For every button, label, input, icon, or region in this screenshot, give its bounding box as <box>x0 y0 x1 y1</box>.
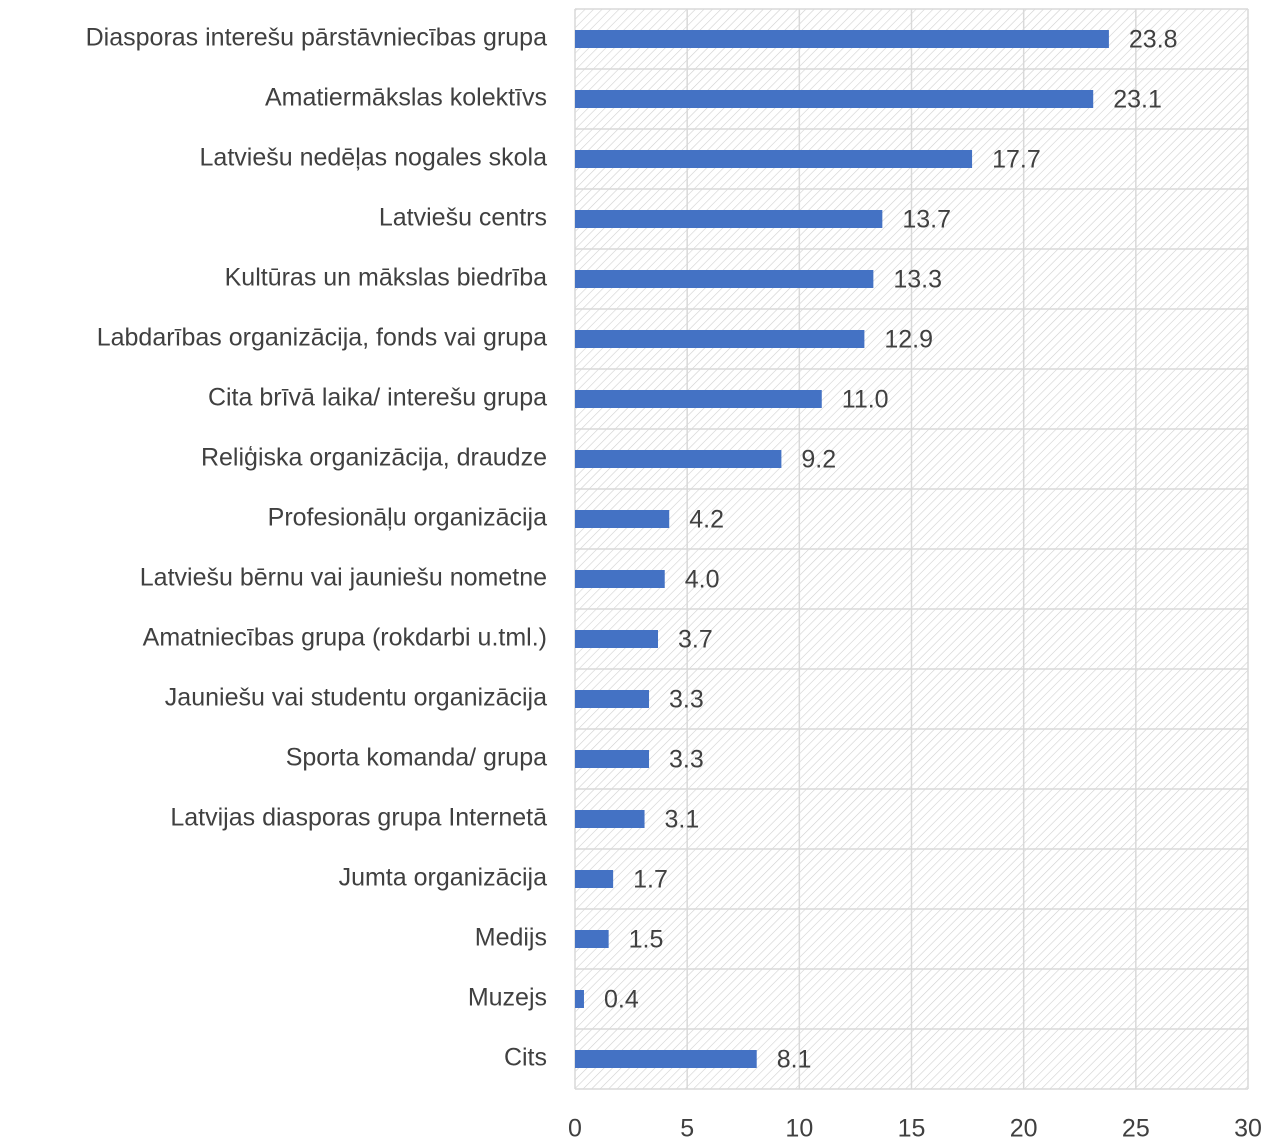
data-label: 3.3 <box>669 746 704 774</box>
data-label: 12.9 <box>884 326 933 354</box>
bar <box>575 750 650 768</box>
x-tick-label: 25 <box>1122 1115 1150 1143</box>
bar <box>575 690 650 708</box>
data-label: 9.2 <box>801 446 836 474</box>
data-label: 23.1 <box>1113 86 1162 114</box>
x-tick-label: 15 <box>898 1115 926 1143</box>
bar <box>575 630 659 648</box>
y-tick-label: Cita brīvā laika/ interešu grupa <box>208 384 547 412</box>
x-tick-label: 30 <box>1234 1115 1262 1143</box>
y-tick-label: Latviešu bērnu vai jauniešu nometne <box>140 564 547 592</box>
data-label: 0.4 <box>604 986 639 1014</box>
data-label: 3.7 <box>678 626 713 654</box>
data-label: 8.1 <box>777 1046 812 1074</box>
y-tick-label: Jumta organizācija <box>339 864 548 892</box>
data-label: 11.0 <box>842 386 889 414</box>
bar <box>575 90 1094 108</box>
data-label: 3.3 <box>669 686 704 714</box>
data-label: 4.2 <box>689 506 724 534</box>
y-tick-label: Cits <box>504 1044 547 1072</box>
data-label: 3.1 <box>665 806 700 834</box>
bar <box>575 270 874 288</box>
bar <box>575 1050 757 1068</box>
y-tick-label: Latviešu nedēļas nogales skola <box>200 144 548 172</box>
y-tick-label: Profesionāļu organizācija <box>268 504 547 532</box>
data-label: 1.7 <box>633 866 668 894</box>
bar <box>575 330 865 348</box>
data-label: 4.0 <box>685 566 720 594</box>
bar <box>575 510 670 528</box>
x-tick-label: 5 <box>680 1115 694 1143</box>
y-tick-label: Reliģiska organizācija, draudze <box>201 444 547 472</box>
data-label: 23.8 <box>1129 26 1178 54</box>
bar <box>575 990 584 1008</box>
y-tick-label: Diasporas interešu pārstāvniecības grupa <box>86 24 547 52</box>
x-tick-label: 20 <box>1010 1115 1038 1143</box>
x-tick-label: 10 <box>785 1115 813 1143</box>
y-tick-label: Latviešu centrs <box>379 204 547 232</box>
y-tick-label: Medijs <box>475 924 547 952</box>
data-label: 17.7 <box>992 146 1041 174</box>
x-tick-label: 0 <box>568 1115 582 1143</box>
bar <box>575 150 973 168</box>
bar <box>575 390 822 408</box>
y-tick-label: Jauniešu vai studentu organizācija <box>165 684 547 712</box>
data-label: 13.7 <box>902 206 951 234</box>
data-label: 13.3 <box>893 266 942 294</box>
y-tick-label: Muzejs <box>468 984 547 1012</box>
y-tick-label: Amatniecības grupa (rokdarbi u.tml.) <box>143 624 547 652</box>
bar <box>575 810 645 828</box>
bar <box>575 870 614 888</box>
y-tick-label: Latvijas diasporas grupa Internetā <box>170 804 547 832</box>
data-label: 1.5 <box>629 926 664 954</box>
y-tick-label: Kultūras un mākslas biedrība <box>225 264 547 292</box>
bar <box>575 930 609 948</box>
bar <box>575 570 665 588</box>
y-tick-label: Sporta komanda/ grupa <box>286 744 547 772</box>
bar <box>575 30 1109 48</box>
y-tick-label: Amatiermākslas kolektīvs <box>265 84 547 112</box>
bar <box>575 210 883 228</box>
bar <box>575 450 782 468</box>
y-tick-label: Labdarības organizācija, fonds vai grupa <box>97 324 547 352</box>
